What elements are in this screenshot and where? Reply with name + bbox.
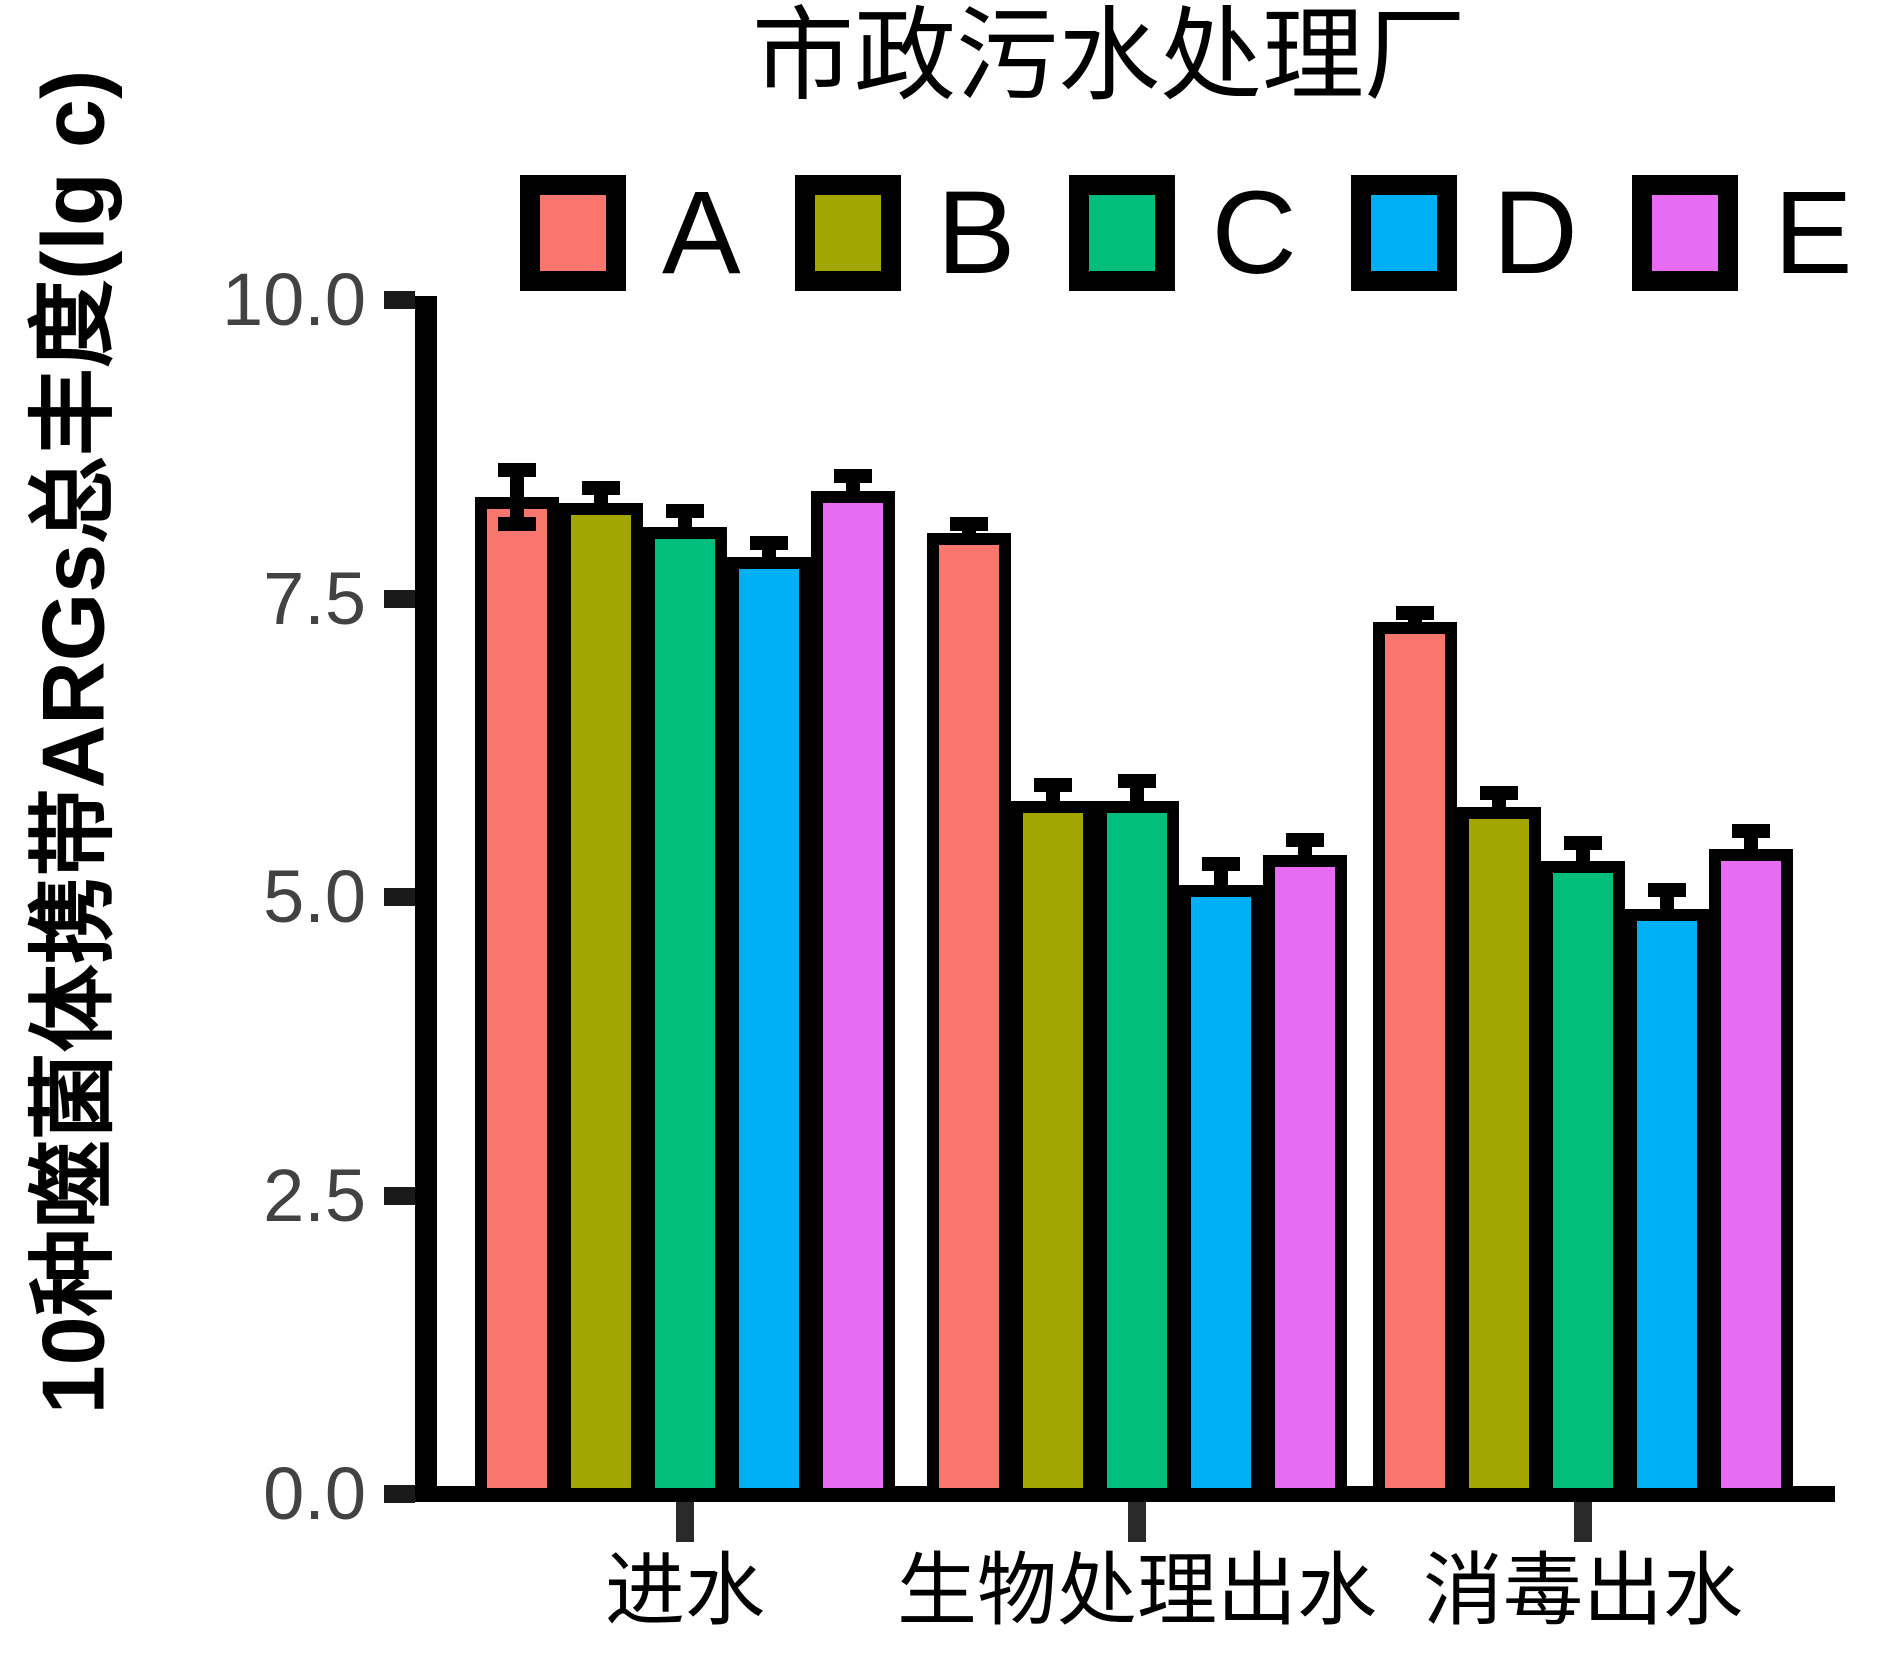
bar-消毒出水-A (1373, 622, 1457, 1500)
y-tick-mark (384, 1186, 415, 1205)
chart-title: 市政污水处理厂 (752, 1, 1466, 114)
legend-label-E: E (1773, 167, 1853, 299)
error-bar-cap (666, 503, 704, 518)
bar-生物处理出水-B (1011, 801, 1095, 1500)
bar-消毒出水-D (1625, 908, 1709, 1500)
bar-生物处理出水-D (1179, 885, 1263, 1500)
legend-swatch-B (794, 175, 901, 291)
error-bar-cap (498, 463, 536, 478)
bar-进水-D (727, 556, 811, 1500)
bar-生物处理出水-C (1095, 801, 1179, 1500)
y-tick-label: 2.5 (263, 1153, 366, 1237)
legend-label-B: B (936, 167, 1016, 299)
legend-swatch-D (1350, 175, 1457, 291)
y-axis-line (415, 296, 437, 1502)
error-bar-cap (1732, 823, 1770, 838)
error-bar-cap (950, 516, 988, 531)
y-tick-label: 5.0 (263, 855, 366, 938)
bar-消毒出水-B (1457, 807, 1541, 1500)
error-bar-cap (834, 469, 872, 484)
x-tick-mark (1128, 1502, 1146, 1542)
legend-swatch-E (1631, 175, 1738, 291)
bar-进水-E (811, 491, 895, 1500)
x-tick-mark (1574, 1502, 1592, 1542)
error-bar-cap (1118, 773, 1156, 788)
legend-swatch-A (520, 175, 626, 291)
bar-进水-C (643, 526, 727, 1500)
error-bar-cap (1480, 785, 1518, 800)
y-tick-mark (384, 291, 415, 309)
error-bar-cap (1286, 833, 1324, 848)
error-bar-cap (1564, 835, 1602, 850)
legend-item-B: B (794, 167, 1016, 299)
error-bar-cap (750, 535, 788, 550)
error-bar-lower-cap (498, 516, 536, 531)
error-bar-cap (1648, 883, 1686, 898)
bar-生物处理出水-E (1263, 855, 1347, 1500)
legend-item-D: D (1350, 167, 1578, 299)
y-tick-label: 10.0 (221, 258, 366, 341)
bar-生物处理出水-A (927, 532, 1011, 1500)
bar-进水-A (475, 497, 559, 1500)
legend-label-D: D (1492, 167, 1578, 299)
y-tick-label: 0.0 (263, 1452, 366, 1535)
bar-消毒出水-C (1541, 861, 1625, 1500)
y-tick-mark (384, 589, 415, 608)
legend-swatch-C (1069, 175, 1176, 291)
legend-item-A: A (520, 174, 741, 292)
legend-item-C: C (1069, 167, 1297, 299)
bar-消毒出水-E (1709, 849, 1793, 1500)
x-category-label: 进水 (605, 1548, 765, 1636)
legend-item-E: E (1631, 167, 1853, 299)
error-bar-cap (1202, 857, 1240, 872)
error-bar-cap (582, 481, 620, 496)
y-tick-mark (384, 888, 415, 906)
bar-进水-B (559, 502, 643, 1500)
y-tick-mark (384, 1485, 415, 1503)
legend-label-C: C (1211, 167, 1297, 299)
error-bar-cap (1396, 606, 1434, 621)
x-tick-mark (676, 1502, 694, 1542)
x-category-label: 消毒出水 (1423, 1548, 1743, 1636)
y-tick-label: 7.5 (263, 556, 366, 640)
error-bar-cap (1034, 778, 1072, 793)
x-category-label: 生物处理出水 (897, 1548, 1377, 1636)
legend-label-A: A (662, 167, 741, 299)
